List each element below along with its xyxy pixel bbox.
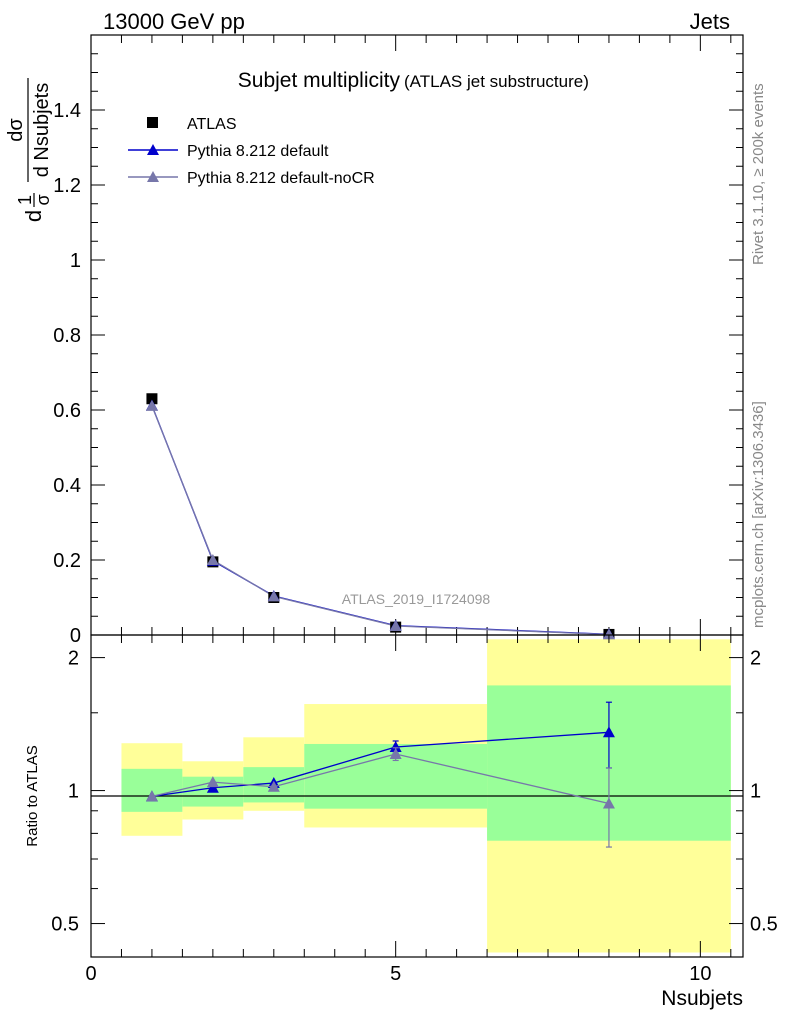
legend-label-nocr: Pythia 8.212 default-noCR xyxy=(187,170,375,187)
ratio-y-tick-label-left: 2 xyxy=(68,648,79,670)
upper-y-tick-label: 0.8 xyxy=(53,325,81,347)
ratio-data-point xyxy=(206,776,219,788)
ratio-frame xyxy=(90,634,744,958)
ratio-y-axis-label: Ratio to ATLAS xyxy=(24,745,41,846)
ylabel-prefix-den: σ xyxy=(33,194,53,205)
ratio-data-point xyxy=(389,748,402,760)
chart-subtitle: (ATLAS jet substructure) xyxy=(404,72,589,91)
ratio-data-point xyxy=(602,726,615,738)
ratio-y-tick-label-left: 1 xyxy=(68,781,79,803)
ylabel-numerator: dσ xyxy=(5,118,27,142)
upper-y-axis-label: 1 σ d dσ d Nsubjets xyxy=(5,78,53,222)
ratio-data-point xyxy=(206,781,219,793)
legend: ATLAS Pythia 8.212 default Pythia 8.212 … xyxy=(128,116,375,187)
ratio-data-point xyxy=(389,740,402,752)
ratio-y-tick-label-right: 1 xyxy=(750,781,761,803)
mc-data-point xyxy=(145,399,158,411)
ratio-y-tick-label-right: 2 xyxy=(750,648,761,670)
ratio-panel: 0.5 0.5 1 1 2 2 0 5 10 Ratio to ATLAS Nsubjets xyxy=(24,634,778,1010)
chart-title: Subjet multiplicity xyxy=(238,69,401,92)
mc-data-point xyxy=(267,590,280,602)
ratio-band-inner xyxy=(121,768,183,812)
upper-series xyxy=(145,393,615,640)
upper-y-tick-label: 0.6 xyxy=(53,400,81,422)
upper-y-tick-label: 1.2 xyxy=(53,175,81,197)
x-axis-label: Nsubjets xyxy=(661,987,743,1010)
analysis-watermark: ATLAS_2019_I1724098 xyxy=(342,591,491,607)
legend-label-default: Pythia 8.212 default xyxy=(187,143,329,160)
ratio-y-tick-label-left: 0.5 xyxy=(51,914,79,936)
mcplots-reference-text: mcplots.cern.ch [arXiv:1306.3436] xyxy=(750,401,767,628)
mc-data-point xyxy=(602,628,615,640)
header-right: Jets xyxy=(690,9,730,34)
x-tick-label: 10 xyxy=(689,963,711,985)
upper-y-tick-label: 0.2 xyxy=(53,550,81,572)
upper-y-tick-label: 1 xyxy=(70,250,81,272)
legend-marker-nocr xyxy=(147,171,159,182)
ratio-y-tick-label-right: 0.5 xyxy=(750,914,778,936)
ratio-data-point xyxy=(145,790,158,802)
ylabel-denominator: d Nsubjets xyxy=(31,83,53,178)
x-tick-label: 0 xyxy=(85,963,96,985)
ratio-tick-labels: 0.5 0.5 1 1 2 2 0 5 10 xyxy=(51,648,778,985)
upper-y-tick-labels: 0 0.2 0.4 0.6 0.8 1 1.2 1.4 xyxy=(53,100,81,647)
ratio-ticks xyxy=(90,635,743,957)
legend-label-atlas: ATLAS xyxy=(187,116,237,133)
legend-marker-default xyxy=(147,144,159,155)
upper-y-tick-label: 0.4 xyxy=(53,475,81,497)
ratio-data-point xyxy=(602,797,615,809)
ratio-data-point xyxy=(267,780,280,792)
upper-y-tick-label: 1.4 xyxy=(53,100,81,122)
atlas-data-point xyxy=(146,393,158,405)
header-left: 13000 GeV pp xyxy=(103,9,245,34)
upper-panel: 0 0.2 0.4 0.6 0.8 1 1.2 1.4 Subjet multiplicity… xyxy=(5,34,744,647)
ylabel-prefix-num: 1 xyxy=(15,195,35,205)
ylabel-prefix-d: d xyxy=(21,210,46,222)
x-tick-label: 5 xyxy=(390,963,401,985)
rivet-version-text: Rivet 3.1.10, ≥ 200k events xyxy=(750,83,767,265)
upper-y-tick-label: 0 xyxy=(70,625,81,647)
mc-data-point xyxy=(206,554,219,565)
mc-data-point xyxy=(389,620,402,631)
ratio-series xyxy=(145,701,615,848)
legend-marker-atlas xyxy=(147,117,158,128)
